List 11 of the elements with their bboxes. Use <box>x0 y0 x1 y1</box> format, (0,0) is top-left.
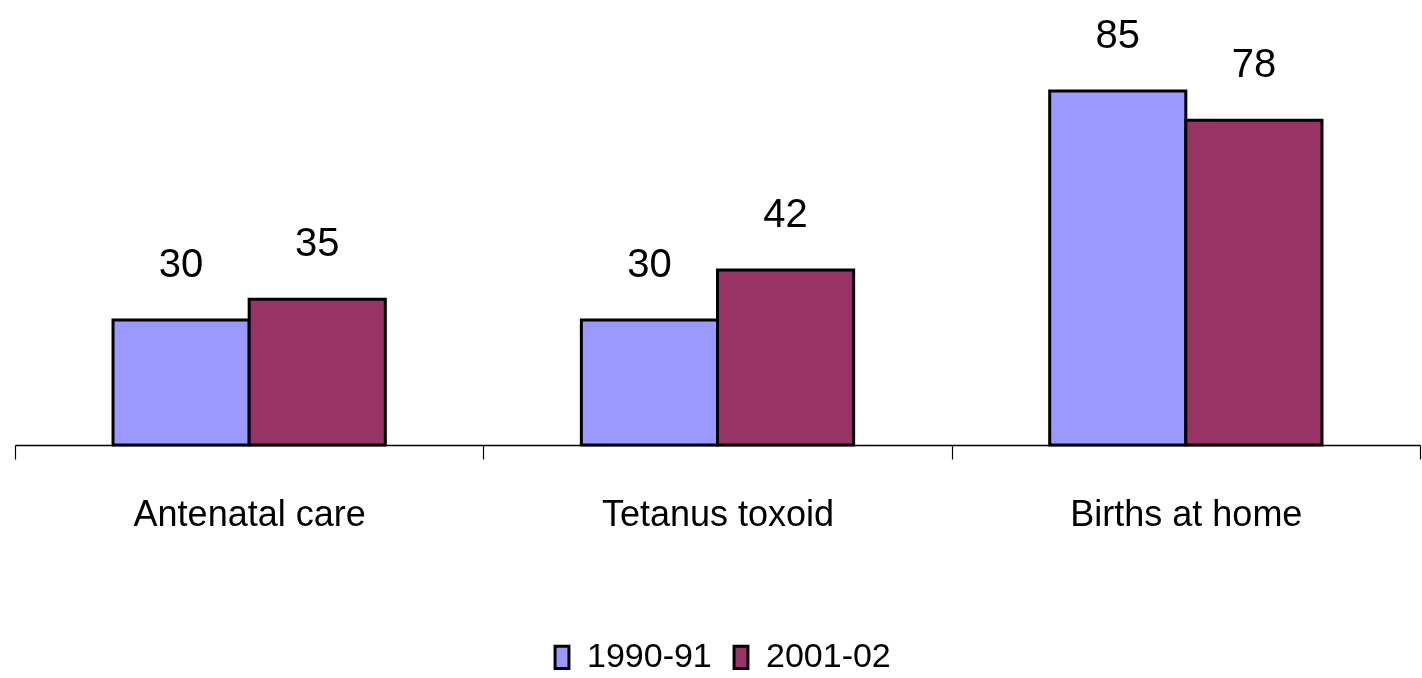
data-label: 35 <box>294 220 340 265</box>
data-label: 78 <box>1231 41 1277 86</box>
data-label: 30 <box>158 241 204 286</box>
x-tick-label: Antenatal care <box>133 492 366 534</box>
data-label: 85 <box>1095 12 1141 56</box>
data-label: 30 <box>627 241 672 286</box>
legend-label: 1990-91 <box>587 636 712 675</box>
x-tick-label: Births at home <box>1070 492 1303 534</box>
legend-label: 2001-02 <box>766 636 891 675</box>
data-label: 42 <box>763 191 808 236</box>
x-tick-label: Tetanus toxoid <box>601 492 835 534</box>
